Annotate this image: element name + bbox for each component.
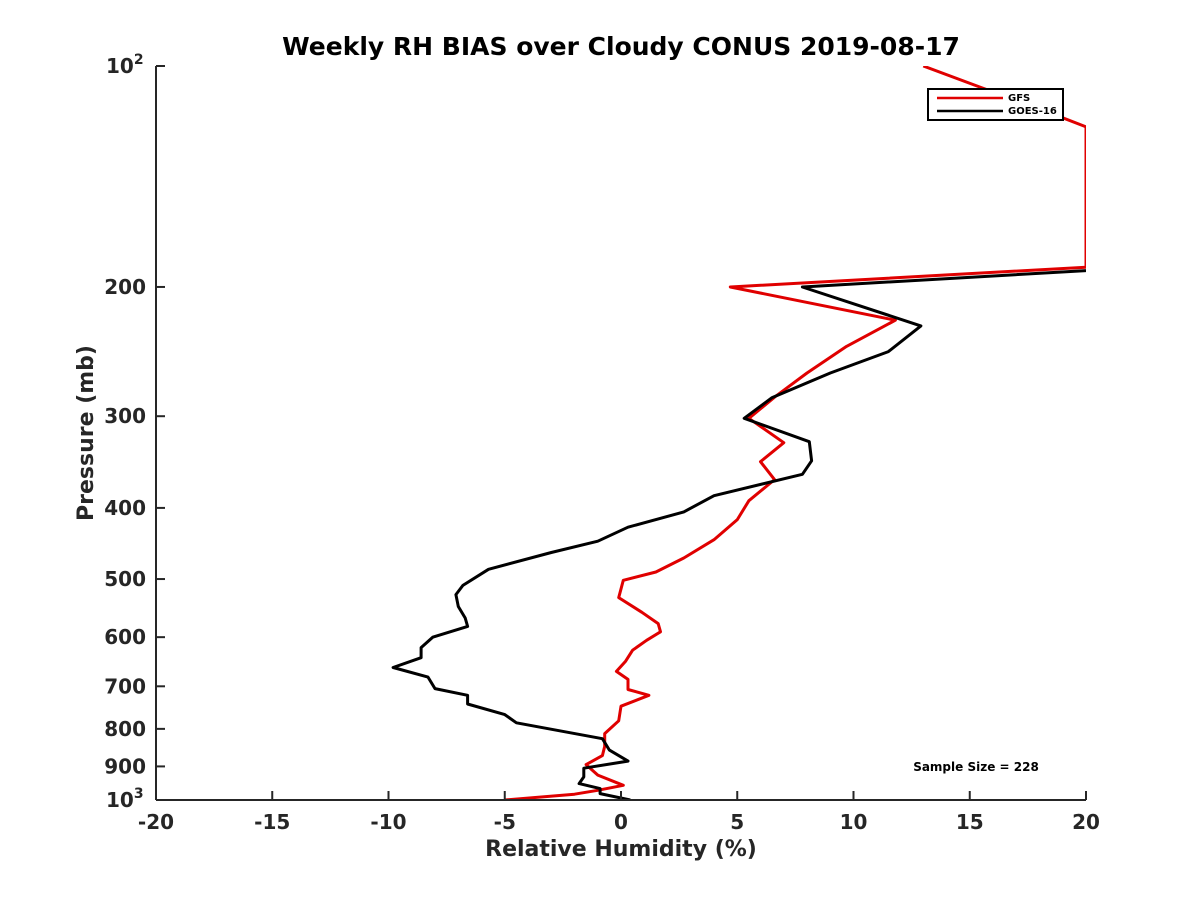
legend: GFS GOES-16 — [927, 88, 1064, 121]
x-ticks: -20 -15 -10 -5 0 5 10 15 20 — [138, 791, 1100, 834]
x-tick-label: -15 — [254, 810, 290, 834]
x-tick-label: 5 — [730, 810, 744, 834]
y-tick-label: 200 — [104, 275, 146, 299]
y-tick-label: 102 — [106, 52, 144, 78]
legend-label-goes16: GOES-16 — [1008, 106, 1057, 117]
legend-box — [927, 88, 1064, 121]
y-tick-label: 400 — [104, 496, 146, 520]
series-line-goes-16 — [391, 269, 1086, 800]
y-tick-label: 900 — [104, 754, 146, 778]
x-tick-label: 15 — [956, 810, 984, 834]
sample-size-annotation: Sample Size = 228 — [913, 760, 1039, 774]
y-tick-label: 300 — [104, 404, 146, 428]
x-tick-label: 0 — [614, 810, 628, 834]
x-axis-label: Relative Humidity (%) — [485, 837, 757, 862]
axes — [155, 66, 1086, 801]
y-tick-label: 500 — [104, 567, 146, 591]
y-tick-label: 103 — [106, 786, 144, 812]
x-tick-label: -20 — [138, 810, 174, 834]
x-tick-label: 20 — [1072, 810, 1100, 834]
y-tick-label: 700 — [104, 674, 146, 698]
legend-label-gfs: GFS — [1008, 93, 1030, 104]
y-tick-label: 600 — [104, 625, 146, 649]
x-tick-label: -5 — [494, 810, 516, 834]
chart-title: Weekly RH BIAS over Cloudy CONUS 2019-08… — [282, 32, 960, 61]
y-tick-label: 800 — [104, 717, 146, 741]
series-line-gfs — [504, 66, 1086, 800]
y-axis-label: Pressure (mb) — [74, 345, 99, 521]
x-tick-label: 10 — [840, 810, 868, 834]
plot-lines — [391, 66, 1086, 800]
x-tick-label: -10 — [370, 810, 406, 834]
